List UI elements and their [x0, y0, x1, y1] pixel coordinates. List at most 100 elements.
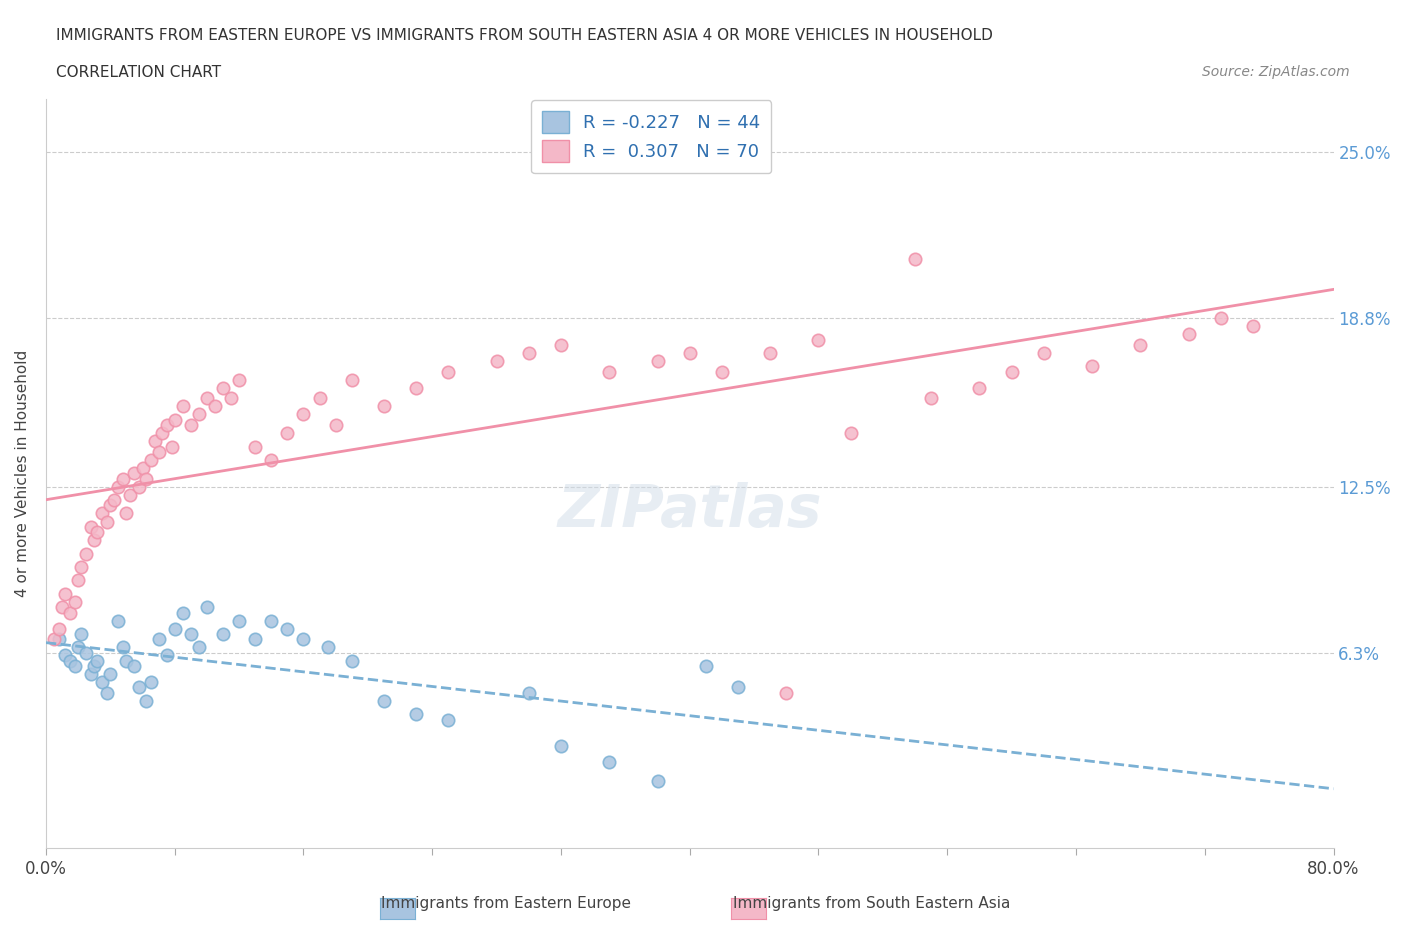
- Point: [124, 466, 146, 481]
- Point: [172, 399, 194, 414]
- Point: [405, 380, 427, 395]
- Point: [67, 640, 90, 655]
- Point: [124, 658, 146, 673]
- Point: [212, 380, 235, 395]
- Point: [63, 594, 86, 609]
- Point: [260, 613, 283, 628]
- Point: [647, 774, 669, 789]
- Point: [325, 418, 347, 432]
- Point: [710, 365, 733, 379]
- Point: [245, 631, 267, 646]
- Point: [156, 648, 179, 663]
- Text: CORRELATION CHART: CORRELATION CHART: [56, 65, 221, 80]
- Point: [647, 353, 669, 368]
- Point: [904, 252, 927, 267]
- Point: [775, 685, 797, 700]
- Point: [53, 648, 76, 663]
- Y-axis label: 4 or more Vehicles in Household: 4 or more Vehicles in Household: [15, 350, 30, 597]
- Text: ZIPatlas: ZIPatlas: [558, 483, 823, 539]
- Point: [98, 498, 121, 513]
- Point: [115, 653, 138, 668]
- Point: [598, 365, 620, 379]
- Point: [405, 707, 427, 722]
- Point: [163, 621, 186, 636]
- Point: [75, 645, 97, 660]
- Point: [148, 631, 170, 646]
- Point: [1209, 311, 1232, 325]
- Point: [86, 525, 108, 539]
- Point: [187, 407, 209, 422]
- Point: [517, 685, 540, 700]
- Point: [276, 426, 298, 441]
- Point: [42, 631, 65, 646]
- Point: [131, 460, 153, 475]
- Point: [128, 680, 150, 695]
- Point: [48, 621, 70, 636]
- Point: [807, 332, 830, 347]
- Point: [695, 658, 717, 673]
- Point: [373, 399, 395, 414]
- Text: Immigrants from South Eastern Asia: Immigrants from South Eastern Asia: [733, 897, 1011, 911]
- Point: [485, 353, 508, 368]
- Point: [1032, 345, 1054, 360]
- Point: [180, 627, 202, 642]
- Point: [195, 600, 218, 615]
- Point: [107, 613, 129, 628]
- Legend: R = -0.227   N = 44, R =  0.307   N = 70: R = -0.227 N = 44, R = 0.307 N = 70: [531, 100, 772, 173]
- Point: [437, 365, 460, 379]
- Point: [228, 372, 250, 387]
- Point: [53, 586, 76, 601]
- Point: [550, 738, 572, 753]
- Point: [292, 407, 315, 422]
- Point: [172, 605, 194, 620]
- Point: [598, 755, 620, 770]
- Point: [67, 573, 90, 588]
- Point: [83, 658, 105, 673]
- Point: [80, 520, 103, 535]
- Point: [195, 391, 218, 405]
- Point: [115, 506, 138, 521]
- Point: [759, 345, 782, 360]
- Point: [340, 653, 363, 668]
- Point: [91, 506, 114, 521]
- Point: [128, 479, 150, 494]
- Point: [163, 412, 186, 427]
- Point: [139, 453, 162, 468]
- Point: [112, 472, 135, 486]
- Point: [340, 372, 363, 387]
- Point: [150, 426, 173, 441]
- Point: [145, 433, 167, 448]
- Text: Source: ZipAtlas.com: Source: ZipAtlas.com: [1202, 65, 1350, 79]
- Point: [245, 439, 267, 454]
- Point: [86, 653, 108, 668]
- Point: [112, 640, 135, 655]
- Point: [180, 418, 202, 432]
- Point: [260, 453, 283, 468]
- Point: [51, 600, 73, 615]
- Point: [70, 560, 93, 575]
- Point: [148, 445, 170, 459]
- Point: [219, 391, 242, 405]
- Point: [103, 493, 125, 508]
- Point: [96, 685, 118, 700]
- Point: [59, 605, 82, 620]
- Point: [437, 712, 460, 727]
- Point: [107, 479, 129, 494]
- Point: [1177, 326, 1199, 341]
- Point: [156, 418, 179, 432]
- Point: [727, 680, 749, 695]
- Point: [96, 514, 118, 529]
- Point: [839, 426, 862, 441]
- Point: [228, 613, 250, 628]
- Point: [308, 391, 330, 405]
- Point: [70, 627, 93, 642]
- Text: Immigrants from Eastern Europe: Immigrants from Eastern Europe: [381, 897, 631, 911]
- Point: [679, 345, 702, 360]
- Point: [517, 345, 540, 360]
- Point: [212, 627, 235, 642]
- Point: [80, 667, 103, 682]
- Point: [920, 391, 942, 405]
- Point: [83, 533, 105, 548]
- Point: [48, 631, 70, 646]
- Point: [135, 694, 157, 709]
